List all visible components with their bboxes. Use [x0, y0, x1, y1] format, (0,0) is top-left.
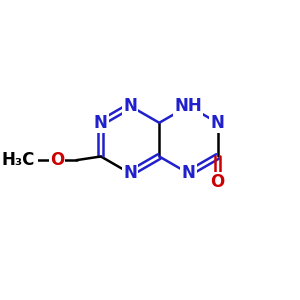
Text: H₃C: H₃C [2, 151, 35, 169]
Text: NH: NH [175, 97, 202, 115]
Text: N: N [123, 164, 137, 182]
Text: O: O [211, 173, 225, 191]
Text: O: O [50, 151, 64, 169]
Text: N: N [211, 114, 224, 132]
Text: N: N [94, 114, 108, 132]
Text: N: N [182, 164, 195, 182]
Text: N: N [123, 97, 137, 115]
